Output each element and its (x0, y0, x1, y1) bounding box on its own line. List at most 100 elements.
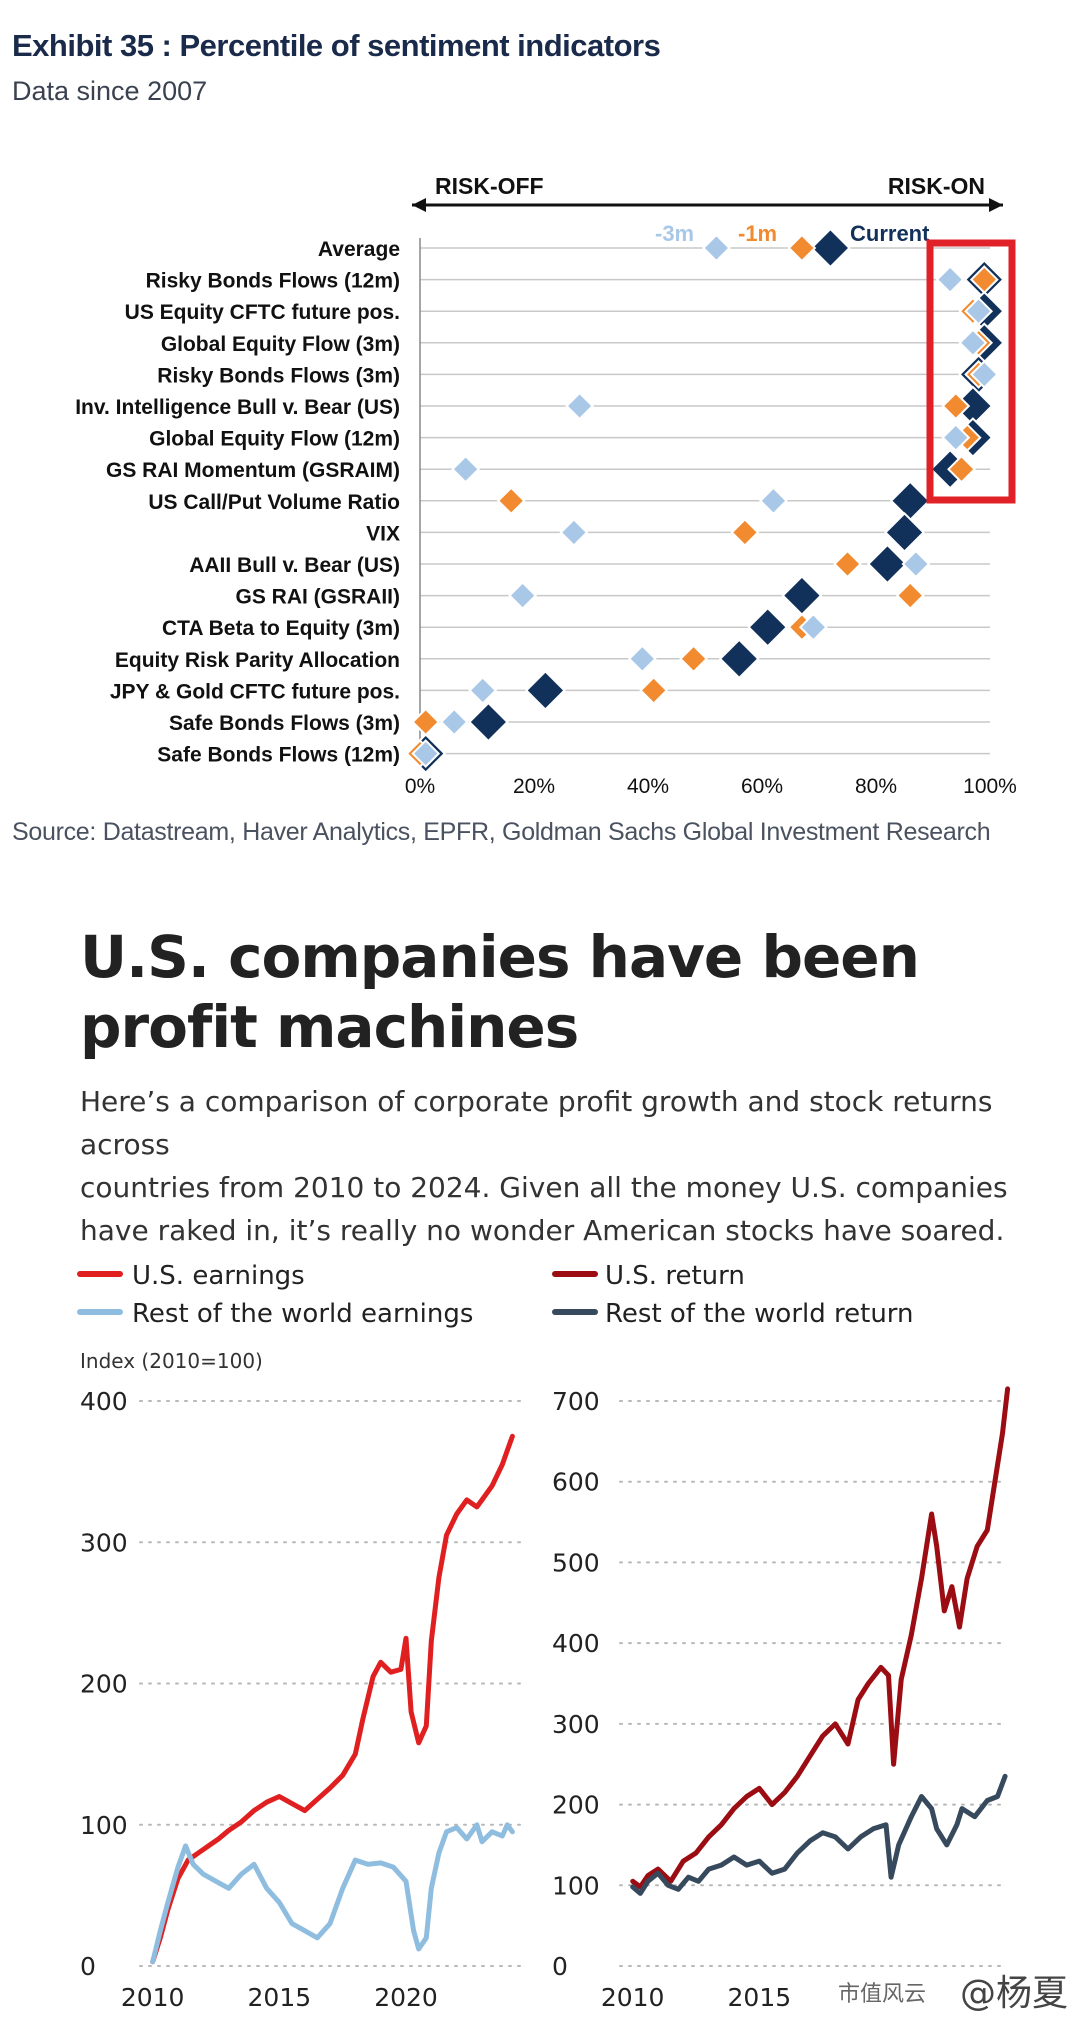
point-3m (559, 517, 589, 547)
y-tick-label: 700 (552, 1387, 600, 1416)
point-3m (901, 549, 931, 579)
legend-3m-label: -3m (655, 221, 694, 246)
point-3m (565, 391, 595, 421)
sentiment-gridlines (419, 238, 990, 764)
highlight-box (926, 239, 1016, 504)
point-1m (411, 707, 441, 737)
row-label-risky-bonds-flows-12m: Risky Bonds Flows (12m) (146, 270, 400, 293)
direction-arrow (412, 198, 1003, 212)
y-tick-label: 100 (80, 1811, 128, 1840)
row-label-gs-rai-momentum-gsraim: GS RAI Momentum (GSRAIM) (106, 459, 400, 482)
x-tick-label: 20% (513, 775, 555, 798)
y-tick-label: 600 (552, 1468, 600, 1497)
point-current (809, 227, 851, 269)
y-tick-label: 200 (80, 1670, 128, 1699)
point-current (884, 511, 925, 553)
earnings-legend: U.S. earnings Rest of the world earnings (77, 1261, 473, 1329)
x-tick-label: 60% (741, 775, 783, 798)
x-tick-label: 100% (963, 775, 1017, 798)
y-tick-label: 400 (552, 1629, 600, 1658)
point-3m (798, 612, 828, 642)
row-label-aaii-bull-v-bear-us: AAII Bull v. Bear (US) (189, 554, 400, 577)
point-3m (701, 233, 731, 263)
description-line-1: Here’s a comparison of corporate profit … (80, 1085, 993, 1161)
point-current (747, 606, 789, 648)
y-tick-label: 100 (552, 1871, 600, 1900)
point-current (718, 638, 760, 680)
point-current (524, 669, 566, 711)
description-line-2: countries from 2010 to 2024. Given all t… (80, 1171, 1008, 1204)
point-3m (964, 296, 994, 326)
series-line-u-s-earnings (150, 1433, 515, 1965)
row-label-vix: VIX (366, 522, 400, 545)
point-3m (508, 581, 538, 611)
point-3m (935, 265, 965, 295)
point-3m (941, 423, 971, 453)
point-3m (627, 644, 657, 674)
legend-us-return: U.S. return (605, 1261, 745, 1291)
risk-off-label: RISK-OFF (435, 173, 544, 199)
point-3m (758, 486, 788, 516)
point-current (866, 543, 908, 585)
y-tick-label: 400 (80, 1387, 128, 1416)
headline-line-2: profit machines (80, 993, 579, 1061)
earnings-lines (150, 1433, 515, 1965)
point-3m (451, 454, 481, 484)
point-1m (947, 454, 976, 484)
earnings-y-label: Index (2010=100) (80, 1349, 263, 1373)
source-note: Source: Datastream, Haver Analytics, EPF… (12, 818, 991, 846)
series-line-rest-of-the-world-return (630, 1773, 1008, 1896)
row-label-safe-bonds-flows-3m: Safe Bonds Flows (3m) (169, 712, 400, 735)
x-tick-label: 2015 (248, 1983, 312, 2012)
exhibit-subtitle: Data since 2007 (12, 76, 208, 106)
watermark-logo-text: 市值风云 (838, 1982, 927, 2007)
point-1m (969, 265, 999, 295)
sentiment-points (405, 227, 1005, 775)
point-1m (730, 517, 760, 547)
point-3m (958, 328, 988, 358)
row-labels: Average Risky Bonds Flows (12m) US Equity … (75, 238, 400, 767)
row-label-global-equity-flow-3m: Global Equity Flow (3m) (161, 333, 400, 356)
return-legend: U.S. return Rest of the world return (552, 1261, 914, 1329)
return-x-ticks: 2010 2015 (601, 1983, 791, 2012)
series-line-u-s-return (630, 1386, 1011, 1890)
row-label-us-call-put-volume-ratio: US Call/Put Volume Ratio (148, 491, 400, 514)
point-3m (411, 739, 441, 769)
y-tick-label: 300 (80, 1528, 128, 1557)
return-lines (630, 1386, 1011, 1896)
point-1m (941, 391, 971, 421)
legend-row-earnings: Rest of the world earnings (132, 1299, 473, 1329)
point-1m (679, 644, 709, 674)
row-label-equity-risk-parity-allocation: Equity Risk Parity Allocation (115, 649, 400, 672)
headline: U.S. companies have been profit machines (80, 922, 1060, 1062)
exhibit-title: Exhibit 35 : Percentile of sentiment ind… (12, 28, 661, 63)
point-3m (439, 707, 469, 737)
point-1m (833, 549, 862, 579)
series-line-rest-of-the-world-earnings (150, 1822, 515, 1965)
row-label-global-equity-flow-12m: Global Equity Flow (12m) (149, 428, 400, 451)
row-label-gs-rai-gsraii: GS RAI (GSRAII) (235, 586, 400, 609)
legend-row-return: Rest of the world return (605, 1299, 914, 1329)
headline-line-1: U.S. companies have been (80, 923, 920, 991)
sentiment-chart: RISK-OFF RISK-ON -3m -1m Current Average… (75, 173, 1017, 798)
y-tick-label: 500 (552, 1548, 600, 1577)
row-label-inv-intelligence-bull-v-bear-us: Inv. Intelligence Bull v. Bear (US) (75, 396, 400, 419)
earnings-x-ticks: 2010 2015 2020 (121, 1983, 438, 2012)
x-tick-label: 2010 (601, 1983, 665, 2012)
x-tick-label: 40% (627, 775, 669, 798)
x-tick-labels: 0% 20% 40% 60% 80% 100% (405, 775, 1017, 798)
point-1m (496, 486, 526, 516)
watermark-author: @杨夏 (960, 1973, 1069, 2014)
x-tick-label: 80% (855, 775, 897, 798)
y-tick-label: 0 (552, 1952, 568, 1981)
y-tick-label: 300 (552, 1710, 600, 1739)
description: Here’s a comparison of corporate profit … (80, 1080, 1040, 1252)
x-tick-label: 2020 (374, 1983, 438, 2012)
legend-us-earnings: U.S. earnings (132, 1261, 305, 1291)
legend-1m-label: -1m (738, 221, 777, 246)
x-tick-label: 0% (405, 775, 435, 798)
point-3m (969, 359, 999, 389)
row-label-cta-beta-to-equity-3m: CTA Beta to Equity (3m) (162, 617, 400, 640)
y-tick-label: 200 (552, 1791, 600, 1820)
